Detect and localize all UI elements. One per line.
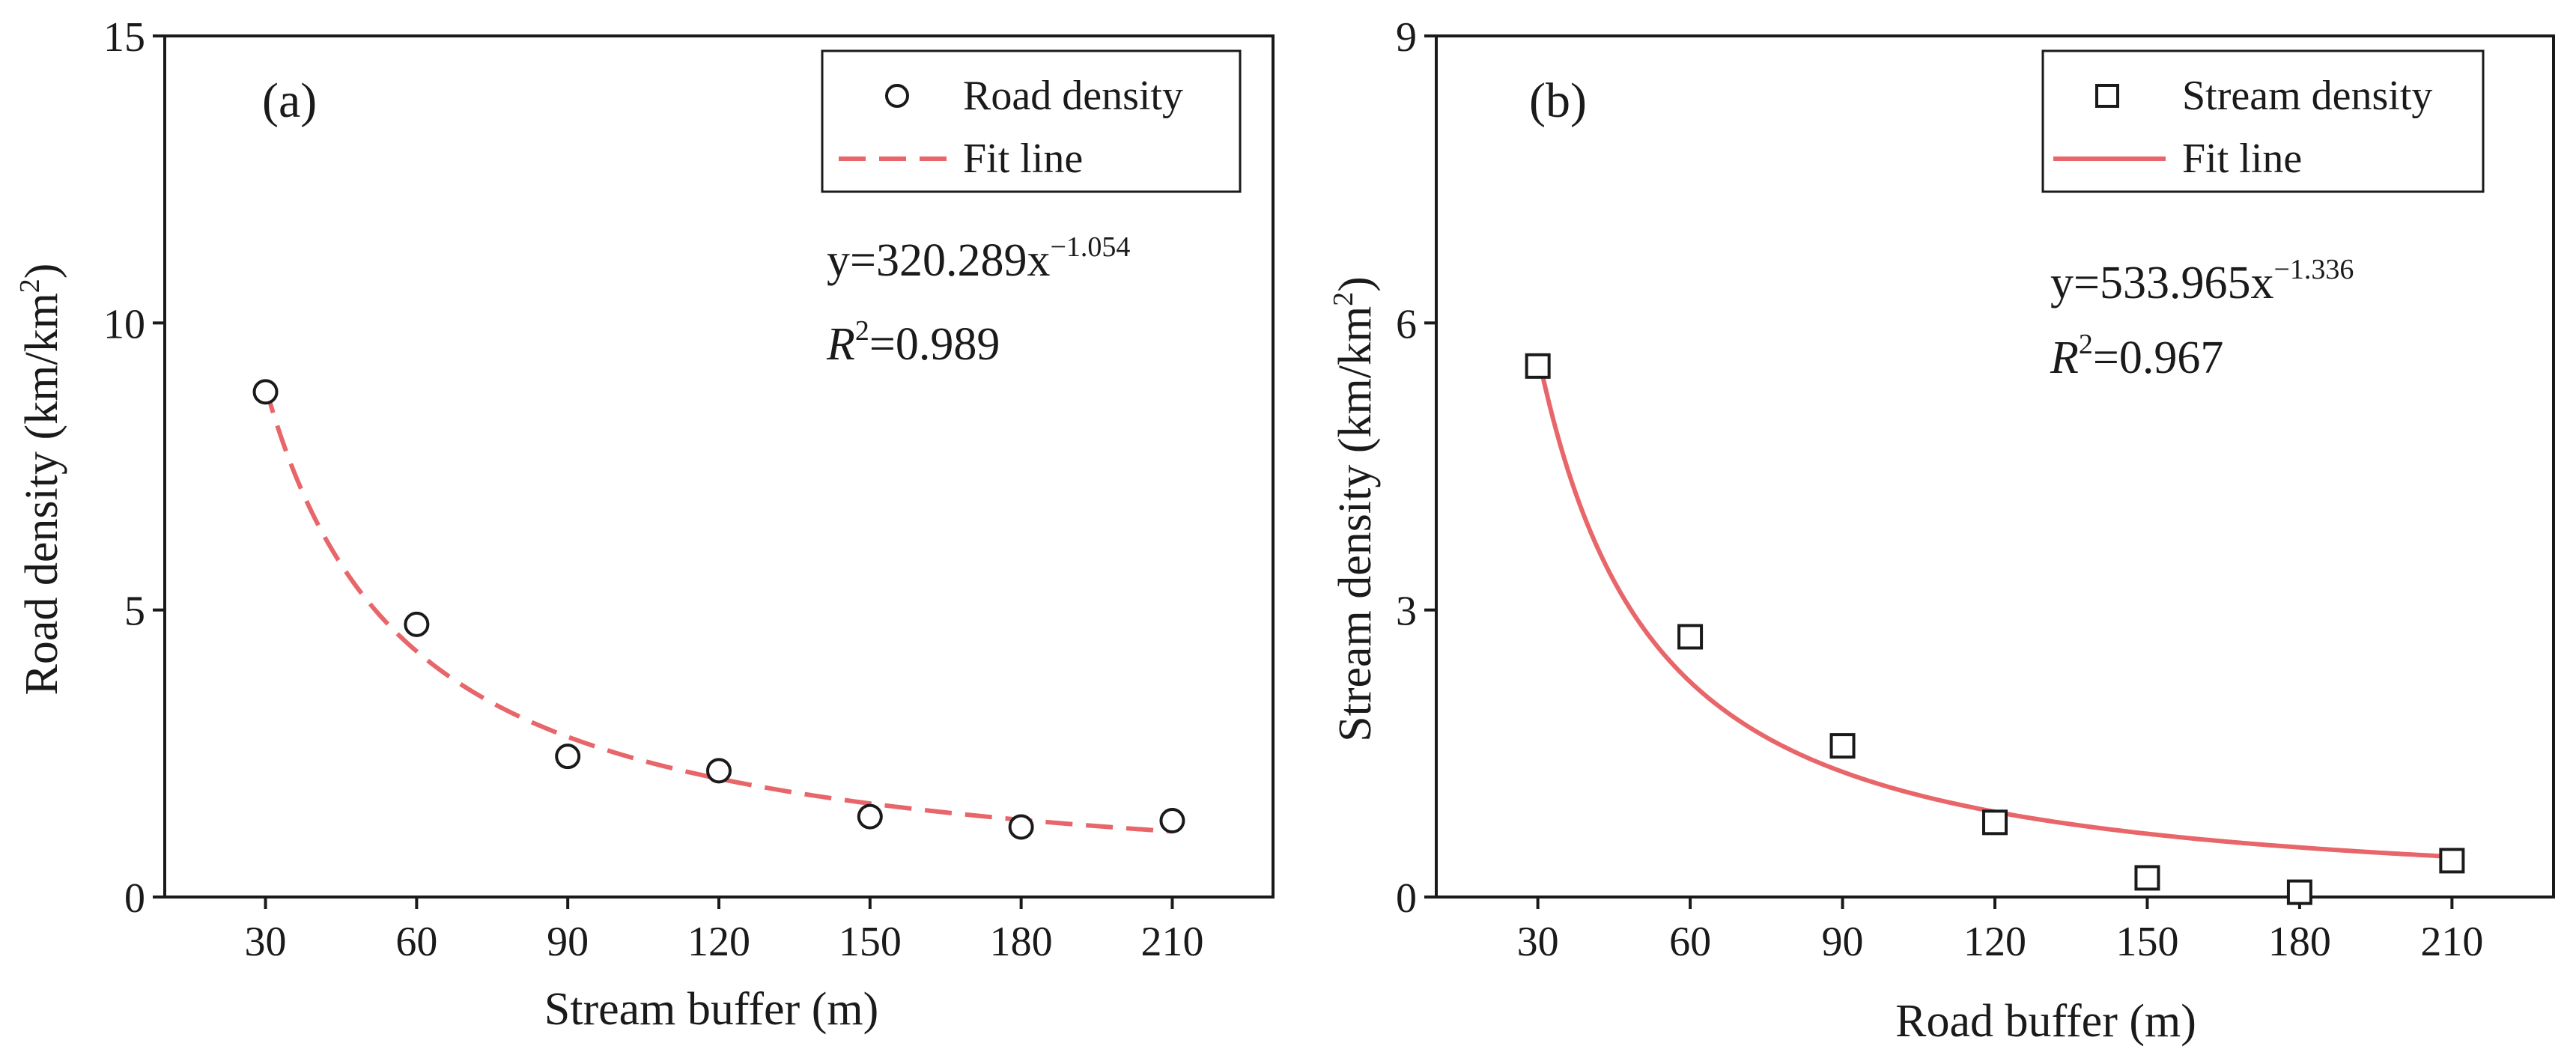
chart-b-equation-prefix: y=533.965x (2050, 258, 2273, 308)
chart-b-x-tick-label: 60 (1669, 919, 1711, 965)
chart-b-r-squared: R2=0.967 (2050, 329, 2223, 383)
chart-a: 30 60 90 120 150 180 210 0 5 10 15 (a) Stream buf… (14, 14, 1275, 1035)
chart-a-x-tick-label: 210 (1140, 919, 1203, 965)
chart-a-data-point (1008, 814, 1034, 840)
chart-b-r-sup: 2 (2079, 329, 2093, 360)
chart-a-x-tick-label: 30 (245, 919, 287, 965)
chart-b: 30 60 90 120 150 180 210 0 3 6 9 (b) Road buffer … (1328, 14, 2555, 1047)
chart-b-x-tick-label: 180 (2268, 919, 2331, 965)
chart-a-legend-circle-symbol (885, 84, 909, 108)
chart-a-y-tick-label: 15 (103, 14, 145, 61)
chart-a-legend-label-fit-line: Fit line (963, 136, 1083, 182)
chart-b-y-tick-label: 9 (1396, 14, 1417, 61)
chart-b-legend: Stream density Fit line (2041, 49, 2485, 193)
chart-b-data-point (2439, 848, 2465, 874)
chart-b-y-tick-label: 3 (1396, 589, 1417, 635)
chart-a-y-axis-label-sup: 2 (14, 279, 46, 293)
chart-b-y-axis-label-text: Stream density (km/km (1330, 306, 1381, 742)
chart-a-marks (252, 379, 1185, 840)
chart-b-data-point (2286, 879, 2312, 905)
chart-b-legend-box (2041, 49, 2485, 193)
chart-a-x-ticks: 30 60 90 120 150 180 210 (245, 897, 1203, 965)
chart-a-x-tick-label: 150 (839, 919, 902, 965)
chart-a-data-point (252, 379, 279, 405)
chart-a-data-point (706, 758, 732, 784)
chart-a-y-axis-label-text: Road density (km/km (16, 293, 67, 695)
chart-b-marks (1525, 353, 2465, 905)
chart-b-panel-label: (b) (1529, 73, 1587, 128)
chart-a-legend-label-road-density: Road density (963, 73, 1183, 119)
chart-b-legend-label-stream-density: Stream density (2182, 73, 2432, 119)
chart-a-r-squared: R2=0.989 (826, 315, 1000, 370)
chart-b-legend-square-symbol (2095, 84, 2119, 108)
chart-b-x-ticks: 30 60 90 120 150 180 210 (1517, 897, 2483, 965)
chart-a-legend: Road density Fit line (821, 49, 1242, 193)
chart-b-x-tick-label: 150 (2115, 919, 2178, 965)
chart-b-data-point (1982, 809, 2008, 836)
chart-a-x-tick-label: 60 (395, 919, 437, 965)
chart-b-y-axis-label-sup: 2 (1328, 292, 1359, 306)
chart-b-data-point (1829, 733, 1856, 759)
chart-a-y-ticks: 0 5 10 15 (103, 14, 165, 922)
chart-b-x-axis-label: Road buffer (m) (1895, 996, 2196, 1047)
chart-b-y-ticks: 0 3 6 9 (1396, 14, 1436, 922)
chart-a-equation-exponent: −1.054 (1050, 231, 1130, 263)
chart-b-y-tick-label: 0 (1396, 875, 1417, 922)
chart-a-data-point (857, 803, 883, 830)
chart-a-r-sup: 2 (855, 315, 869, 347)
chart-a-y-tick-label: 5 (124, 589, 145, 635)
chart-a-x-tick-label: 180 (990, 919, 1053, 965)
chart-a-x-tick-label: 120 (687, 919, 750, 965)
chart-b-y-axis-label: Stream density (km/km2) (1328, 276, 1381, 742)
chart-a-legend-box (821, 49, 1242, 193)
chart-b-y-axis-label-close: ) (1330, 276, 1381, 292)
chart-b-r-symbol: R (2050, 332, 2079, 383)
chart-a-y-tick-label: 0 (124, 875, 145, 922)
chart-b-legend-label-fit-line: Fit line (2182, 136, 2302, 182)
chart-a-y-tick-label: 10 (103, 301, 145, 347)
chart-b-x-tick-label: 120 (1963, 919, 2026, 965)
chart-b-x-tick-label: 90 (1822, 919, 1864, 965)
chart-a-x-tick-label: 90 (547, 919, 589, 965)
chart-b-r-value: =0.967 (2093, 332, 2223, 383)
chart-a-r-value: =0.989 (869, 319, 1000, 370)
chart-a-data-point (404, 611, 430, 637)
chart-b-equation: y=533.965x−1.336 (2050, 254, 2354, 308)
chart-a-panel-label: (a) (262, 73, 317, 128)
chart-a-equation-prefix: y=320.289x (827, 235, 1050, 286)
chart-a-r-symbol: R (826, 319, 855, 370)
chart-a-data-point (555, 744, 581, 770)
chart-b-x-tick-label: 30 (1517, 919, 1559, 965)
chart-a-y-axis-label: Road density (km/km2) (14, 264, 67, 696)
chart-a-y-axis-label-close: ) (16, 264, 67, 279)
chart-b-data-point (2134, 865, 2160, 891)
chart-a-equation: y=320.289x−1.054 (827, 231, 1130, 286)
chart-b-y-tick-label: 6 (1396, 301, 1417, 347)
chart-b-equation-exponent: −1.336 (2273, 254, 2354, 285)
chart-b-x-tick-label: 210 (2420, 919, 2483, 965)
chart-b-fit-line (1535, 353, 2452, 860)
chart-a-x-axis-label: Stream buffer (m) (544, 984, 878, 1035)
chart-b-data-point (1525, 353, 1551, 379)
chart-b-data-point (1677, 624, 1704, 650)
chart-a-data-point (1159, 808, 1185, 834)
